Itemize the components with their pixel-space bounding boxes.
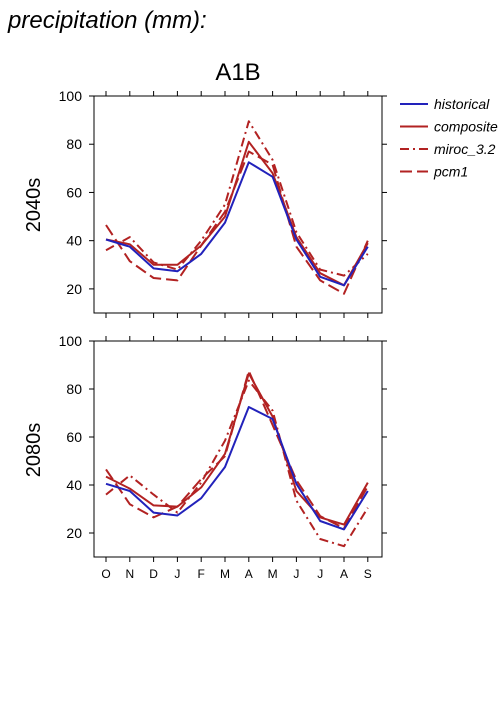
panel-period-label: 2080s — [23, 423, 45, 478]
panel-2080s: 20 40 60 80 100 2080s — [23, 333, 387, 562]
figure-heading: precipitation (mm): — [7, 7, 207, 34]
plot-frame — [93, 340, 383, 558]
y-tick-label: 80 — [66, 381, 82, 397]
y-tick-label: 60 — [66, 429, 82, 445]
y-tick-label: 100 — [59, 88, 83, 104]
legend-label: pcm1 — [433, 164, 468, 180]
y-tick-label: 60 — [66, 184, 82, 200]
panel-period-label: 2040s — [23, 178, 45, 233]
x-tick-label: A — [245, 567, 253, 581]
series-line-pcm1 — [105, 370, 369, 530]
x-tick-label: J — [293, 567, 299, 581]
x-tick-label: M — [268, 567, 278, 581]
plot-frame — [93, 95, 383, 314]
y-tick-label: 40 — [66, 233, 82, 249]
chart-panels: 20 40 60 80 100 2040s 20 40 60 80 100 2080s — [23, 88, 387, 562]
x-tick-label: M — [220, 567, 230, 581]
y-tick-label: 80 — [66, 136, 82, 152]
x-tick-label: O — [101, 567, 110, 581]
x-tick-label: J — [317, 567, 323, 581]
scenario-title: A1B — [215, 59, 260, 86]
series-line-composite — [105, 372, 369, 526]
y-tick-label: 40 — [66, 477, 82, 493]
legend: historical composite miroc_3.2 pcm1 — [400, 96, 498, 180]
series-line-miroc-3-2 — [105, 120, 369, 277]
x-tick-label: S — [364, 567, 372, 581]
series-line-pcm1 — [105, 150, 369, 295]
legend-label: historical — [434, 96, 490, 112]
x-tick-label: A — [340, 567, 348, 581]
x-tick-label: D — [149, 567, 158, 581]
series-line-historical — [105, 406, 369, 531]
x-tick-label: J — [174, 567, 180, 581]
y-tick-label: 100 — [59, 333, 83, 349]
series-line-historical — [105, 161, 369, 287]
legend-label: composite — [434, 119, 498, 135]
x-tick-label: F — [198, 567, 205, 581]
y-tick-label: 20 — [66, 281, 82, 297]
legend-label: miroc_3.2 — [434, 141, 496, 157]
x-tick-label: N — [125, 567, 134, 581]
panel-2040s: 20 40 60 80 100 2040s — [23, 88, 387, 318]
y-tick-label: 20 — [66, 525, 82, 541]
